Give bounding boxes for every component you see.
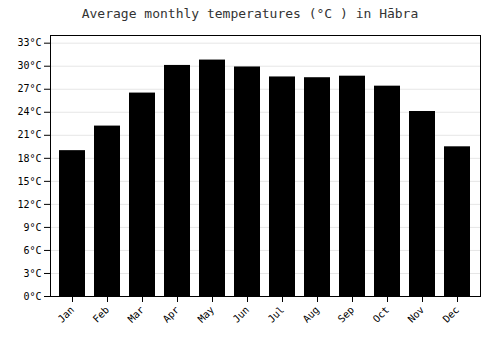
svg-text:Jan: Jan	[56, 304, 77, 325]
svg-text:Apr: Apr	[161, 304, 182, 325]
svg-text:0°C: 0°C	[23, 291, 41, 302]
svg-text:33°C: 33°C	[17, 37, 41, 48]
svg-text:30°C: 30°C	[17, 60, 41, 71]
svg-text:3°C: 3°C	[23, 268, 41, 279]
svg-text:6°C: 6°C	[23, 245, 41, 256]
svg-text:Nov: Nov	[406, 304, 427, 325]
svg-text:15°C: 15°C	[17, 176, 41, 187]
svg-text:Feb: Feb	[91, 304, 112, 325]
svg-text:18°C: 18°C	[17, 153, 41, 164]
svg-text:9°C: 9°C	[23, 222, 41, 233]
svg-text:12°C: 12°C	[17, 199, 41, 210]
svg-text:Jun: Jun	[231, 304, 252, 325]
svg-text:Dec: Dec	[441, 304, 462, 325]
svg-text:24°C: 24°C	[17, 106, 41, 117]
svg-text:Oct: Oct	[371, 304, 392, 325]
svg-text:Aug: Aug	[301, 304, 322, 325]
svg-text:21°C: 21°C	[17, 129, 41, 140]
svg-text:Sep: Sep	[336, 304, 357, 325]
svg-text:Mar: Mar	[126, 304, 147, 325]
svg-text:May: May	[196, 304, 217, 325]
svg-text:27°C: 27°C	[17, 83, 41, 94]
svg-text:Jul: Jul	[266, 304, 287, 325]
html-text:Average monthly temperatures (: Average monthly temperatures (°C ) in Hā…	[81, 6, 419, 21]
